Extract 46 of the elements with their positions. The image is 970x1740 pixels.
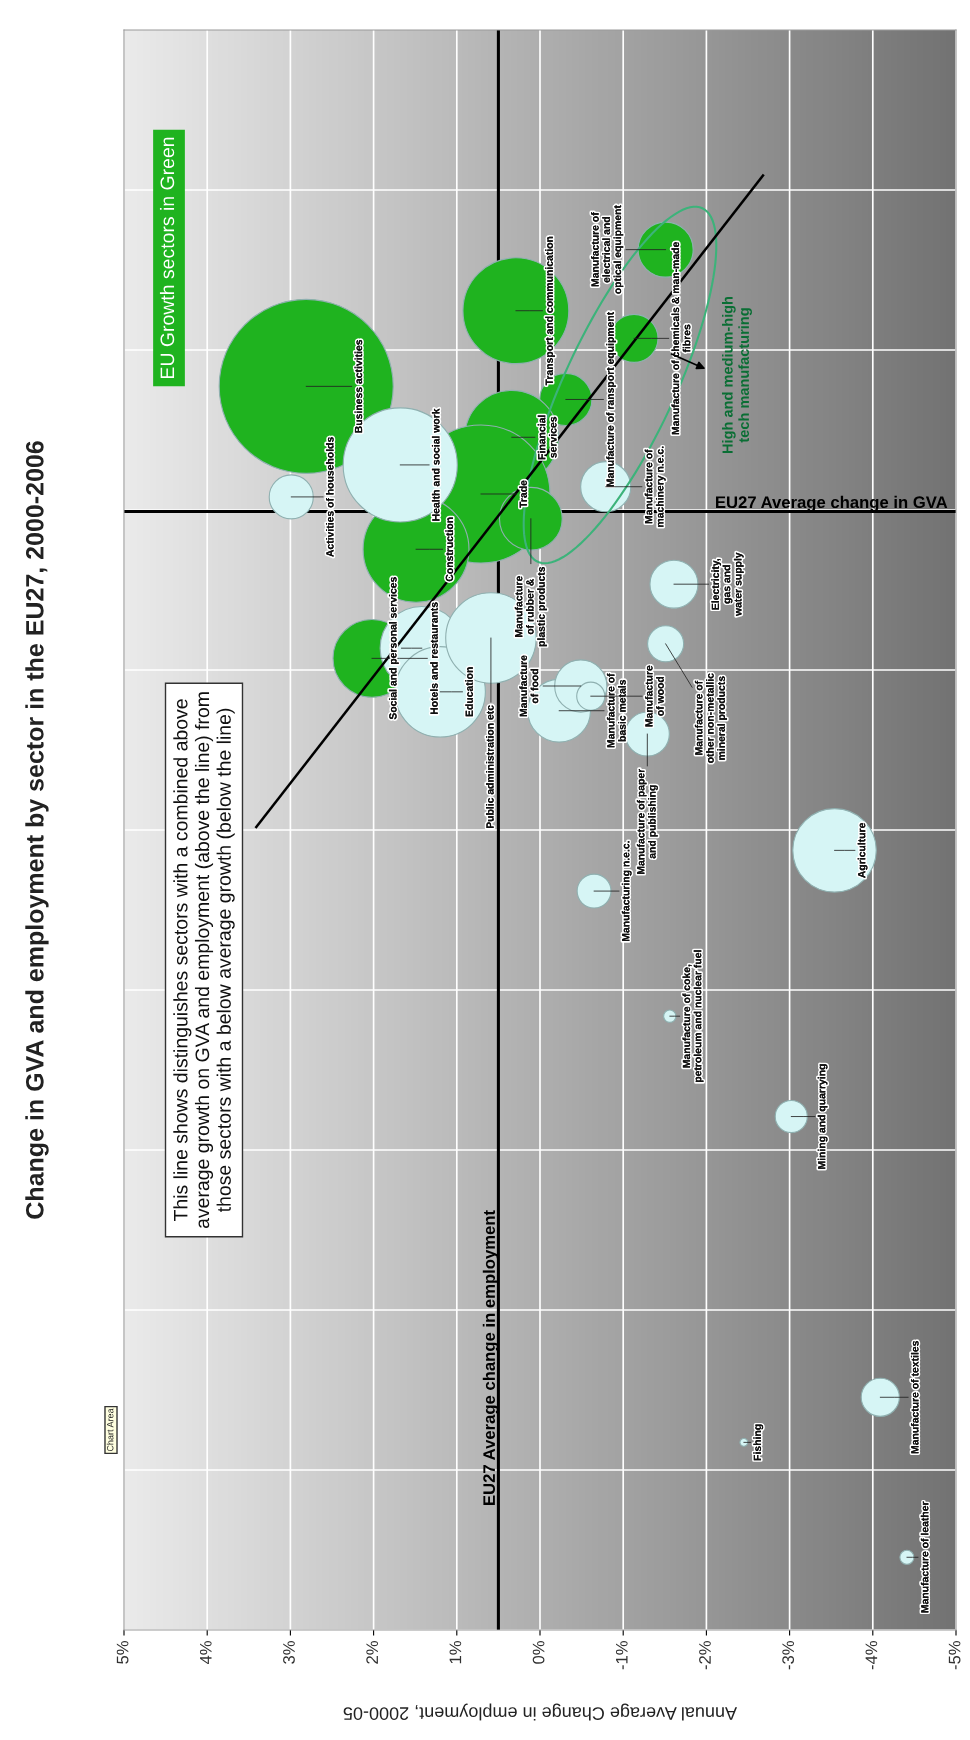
annotation: Manufacture of textiles bbox=[910, 1340, 919, 1454]
x-tick-label: -2% bbox=[699, 1641, 711, 1670]
x-tick-label: 1% bbox=[449, 1641, 462, 1664]
x-tick-label: 3% bbox=[283, 1641, 295, 1664]
annotation: Transport and communication bbox=[545, 236, 555, 386]
annotation: Manufacture of food bbox=[519, 655, 539, 717]
x-tick-label: -4% bbox=[865, 1641, 878, 1670]
ref-line-label: EU27 Average change in employment bbox=[482, 1210, 499, 1505]
annotation: This line shows distinguishes sectors with a combined above average growth on GVA and employment (above the line) from those sectors with a below average growth (below the line) bbox=[173, 692, 235, 1229]
annotation: Manufacture of leather bbox=[920, 1501, 929, 1613]
annotation: High and medium-high tech manufacturing bbox=[722, 296, 752, 454]
annotation: Education bbox=[465, 667, 473, 717]
x-tick-label: 4% bbox=[199, 1641, 212, 1665]
annotation: Hotels and restaurants bbox=[430, 602, 438, 715]
annotation: Manufacture of chemicals & man-made fibres bbox=[671, 242, 691, 435]
annotation: Manufacture of basic metals bbox=[606, 673, 626, 748]
annotation: Health and social work bbox=[431, 408, 440, 521]
annotation: Social and personal services bbox=[388, 577, 399, 720]
annotation: Manufacture of electrical and optical equipment bbox=[591, 205, 624, 294]
annotation: Manufacture of paper and publishing bbox=[636, 768, 658, 874]
annotation: Manufacture of ransport equipment bbox=[606, 311, 616, 487]
annotation: Business activities bbox=[354, 339, 363, 433]
annotation: Manufacturing n.e.c. bbox=[621, 841, 632, 942]
x-axis-title: Annual Average Change in employment, 2000-05 bbox=[343, 1703, 738, 1721]
annotation: Manufacture of rubber & plastic products bbox=[514, 566, 547, 647]
x-tick-label: 2% bbox=[366, 1641, 379, 1664]
annotation: Activities of households bbox=[325, 437, 334, 557]
annotation: EU Growth sectors in Green bbox=[159, 137, 175, 378]
annotation: Public administration etc bbox=[486, 705, 494, 829]
x-tick-label: -1% bbox=[615, 1641, 628, 1670]
x-tick-label: 0% bbox=[532, 1641, 545, 1664]
annotation: Financial services bbox=[537, 415, 557, 460]
annotation: Electricity, gas and water supply bbox=[711, 552, 744, 617]
annotation: Manufacture of wood bbox=[644, 665, 664, 727]
annotation: Manufacture of machinery n.e.c. bbox=[644, 446, 666, 527]
annotation: Mining and quarrying bbox=[817, 1064, 828, 1169]
x-tick-label: -5% bbox=[948, 1641, 961, 1670]
annotation: Trade bbox=[519, 480, 527, 508]
annotation: Fishing bbox=[753, 1424, 764, 1461]
annotation: Agriculture bbox=[857, 822, 868, 878]
x-tick-label: 5% bbox=[116, 1641, 129, 1664]
x-tick-label: -3% bbox=[782, 1641, 795, 1670]
text: Change in GVA and employment by sector in the EU27, 2000-2006 bbox=[25, 441, 49, 1219]
text: Chart Area bbox=[106, 1408, 114, 1452]
annotation: Manufacture of coke, petroleum and nuclear fuel bbox=[682, 950, 704, 1083]
annotation: Construction bbox=[445, 517, 454, 582]
